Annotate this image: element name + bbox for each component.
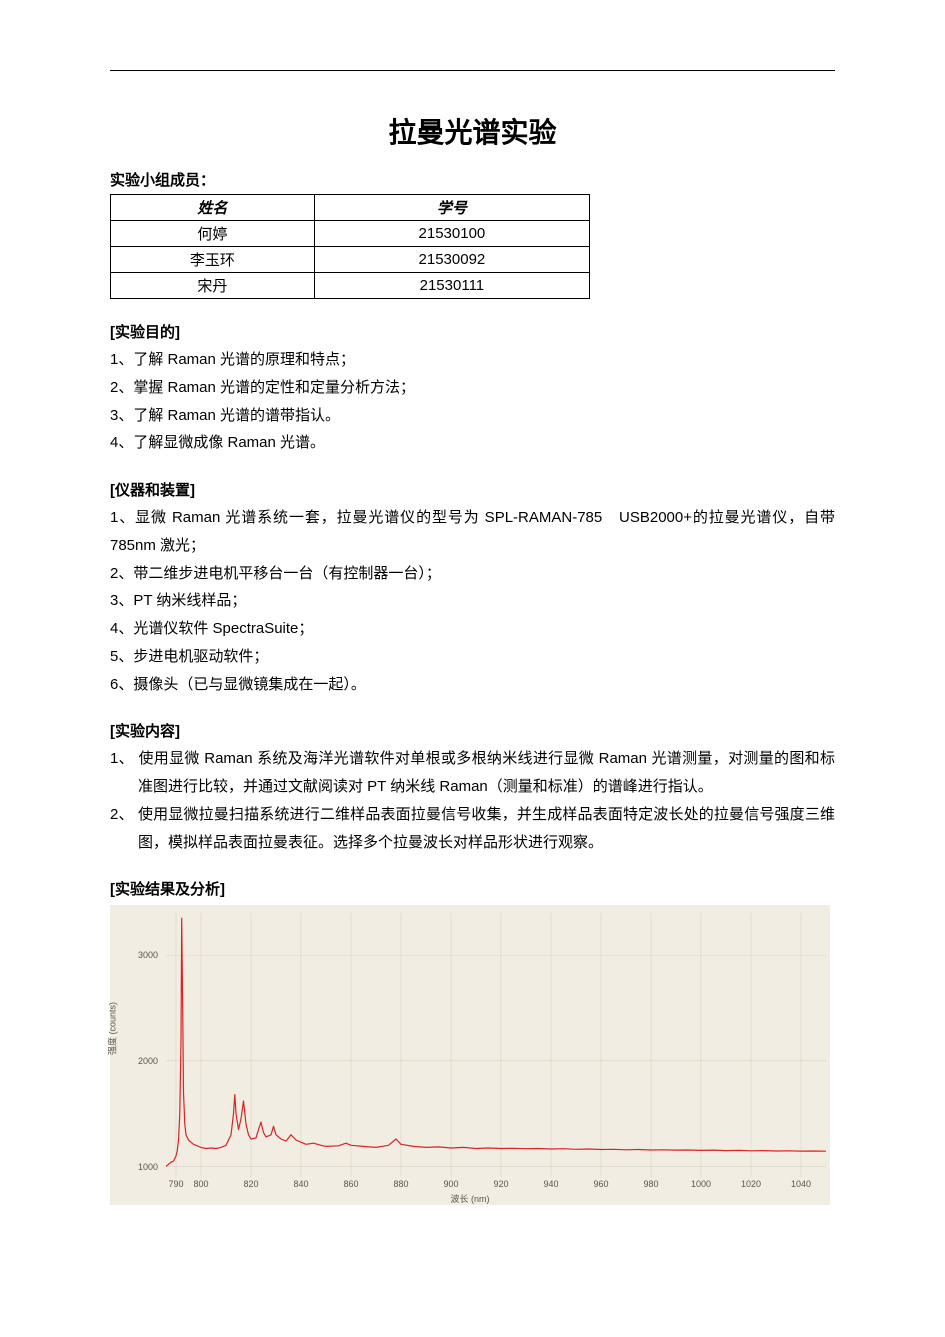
y-tick: 2000: [138, 1056, 158, 1066]
header-rule: [110, 70, 835, 71]
x-tick: 880: [393, 1179, 408, 1189]
cell-name: 宋丹: [111, 273, 315, 299]
x-tick: 820: [243, 1179, 258, 1189]
list-item: 5、步进电机驱动软件；: [110, 643, 835, 671]
list-item: 2、掌握 Raman 光谱的定性和定量分析方法；: [110, 374, 835, 402]
list-item: 4、了解显微成像 Raman 光谱。: [110, 429, 835, 457]
section-apparatus-heading: [仪器和装置]: [110, 479, 835, 500]
x-tick: 840: [293, 1179, 308, 1189]
y-tick: 1000: [138, 1162, 158, 1172]
section-results-heading: [实验结果及分析]: [110, 878, 835, 899]
list-item: 2、 使用显微拉曼扫描系统进行二维样品表面拉曼信号收集，并生成样品表面特定波长处…: [110, 801, 835, 857]
cell-id: 21530092: [314, 247, 589, 273]
table-header-row: 姓名 学号: [111, 195, 590, 221]
list-item: 2、带二维步进电机平移台一台（有控制器一台）；: [110, 560, 835, 588]
chart-y-ticks: 1000 2000 3000: [110, 913, 160, 1177]
x-tick: 980: [643, 1179, 658, 1189]
table-row: 李玉环 21530092: [111, 247, 590, 273]
x-tick: 860: [343, 1179, 358, 1189]
apparatus-list: 1、显微 Raman 光谱系统一套，拉曼光谱仪的型号为 SPL-RAMAN-78…: [110, 504, 835, 698]
x-tick: 1040: [791, 1179, 811, 1189]
section-content-heading: [实验内容]: [110, 720, 835, 741]
x-tick: 960: [593, 1179, 608, 1189]
list-item: 3、PT 纳米线样品；: [110, 587, 835, 615]
table-row: 宋丹 21530111: [111, 273, 590, 299]
cell-id: 21530111: [314, 273, 589, 299]
cell-name: 李玉环: [111, 247, 315, 273]
list-item: 3、了解 Raman 光谱的谱带指认。: [110, 402, 835, 430]
x-tick: 1020: [741, 1179, 761, 1189]
list-item: 1、显微 Raman 光谱系统一套，拉曼光谱仪的型号为 SPL-RAMAN-78…: [110, 504, 835, 560]
col-name: 姓名: [111, 195, 315, 221]
y-tick: 3000: [138, 950, 158, 960]
cell-name: 何婷: [111, 221, 315, 247]
purpose-list: 1、了解 Raman 光谱的原理和特点； 2、掌握 Raman 光谱的定性和定量…: [110, 346, 835, 457]
cell-id: 21530100: [314, 221, 589, 247]
section-purpose-heading: [实验目的]: [110, 321, 835, 342]
chart-x-label: 波长 (nm): [110, 1192, 830, 1205]
members-table: 姓名 学号 何婷 21530100 李玉环 21530092 宋丹 215301…: [110, 194, 590, 299]
table-row: 何婷 21530100: [111, 221, 590, 247]
list-item: 1、 使用显微 Raman 系统及海洋光谱软件对单根或多根纳米线进行显微 Ram…: [110, 745, 835, 801]
content-list: 1、 使用显微 Raman 系统及海洋光谱软件对单根或多根纳米线进行显微 Ram…: [110, 745, 835, 856]
x-tick: 900: [443, 1179, 458, 1189]
list-item: 1、了解 Raman 光谱的原理和特点；: [110, 346, 835, 374]
x-tick: 940: [543, 1179, 558, 1189]
col-id: 学号: [314, 195, 589, 221]
document-page: 拉曼光谱实验 实验小组成员： 姓名 学号 何婷 21530100 李玉环 215…: [0, 0, 945, 1245]
x-tick: 1000: [691, 1179, 711, 1189]
list-item: 4、光谱仪软件 SpectraSuite；: [110, 615, 835, 643]
raman-spectrum-chart: 强度 (counts) 100020003000 790800820840860…: [110, 905, 830, 1205]
x-tick: 920: [493, 1179, 508, 1189]
x-tick: 800: [193, 1179, 208, 1189]
chart-x-ticks: 790 800 820 840 860 880 900 920 940 960 980 1000 102…: [166, 1179, 826, 1191]
list-item: 6、摄像头（已与显微镜集成在一起）。: [110, 671, 835, 699]
x-tick: 790: [168, 1179, 183, 1189]
chart-plot-area: [166, 913, 826, 1177]
members-label: 实验小组成员：: [110, 169, 835, 190]
page-title: 拉曼光谱实验: [110, 111, 835, 151]
